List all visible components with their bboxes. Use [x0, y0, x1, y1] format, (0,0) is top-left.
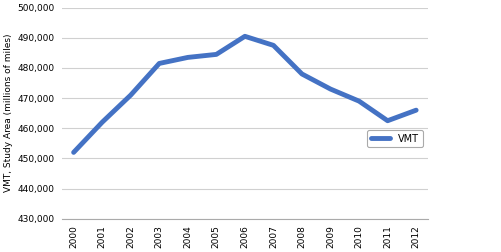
Line: VMT: VMT [74, 36, 415, 152]
VMT [355, 100, 361, 103]
VMT [299, 73, 305, 76]
VMT [99, 121, 105, 124]
Y-axis label: VMT, Study Area (millions of miles): VMT, Study Area (millions of miles) [4, 34, 13, 193]
VMT [71, 151, 77, 154]
VMT [127, 93, 133, 97]
VMT [241, 35, 247, 38]
VMT [327, 87, 333, 90]
VMT [184, 56, 190, 59]
VMT [156, 62, 162, 65]
VMT [412, 109, 418, 112]
VMT [384, 119, 390, 122]
Legend: VMT: VMT [366, 130, 422, 147]
VMT [213, 53, 219, 56]
VMT [270, 44, 276, 47]
